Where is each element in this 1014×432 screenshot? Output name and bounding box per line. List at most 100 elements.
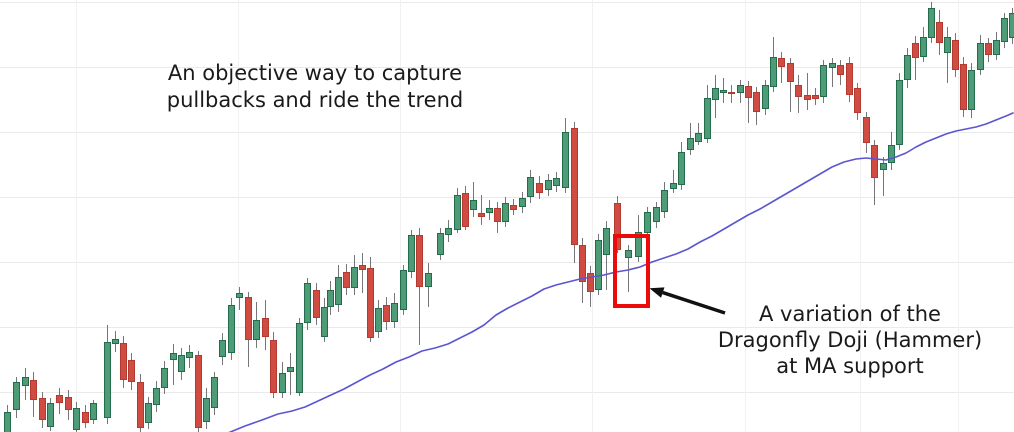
candle [544,180,552,190]
candle [89,403,97,420]
candle [535,183,543,193]
candle [578,245,586,282]
candle [951,40,959,70]
candle [727,92,735,94]
candle [295,323,303,393]
candle [320,307,328,337]
candle-wick [172,344,174,385]
candle [552,178,560,186]
candle-wick [780,52,782,83]
candle [1000,18,1008,42]
candle-wick [238,287,240,310]
candle [382,305,390,322]
candle [210,377,218,408]
candle [643,212,651,233]
candle [777,58,785,67]
candle [836,65,844,75]
candle [711,88,719,100]
candle [736,85,744,93]
top-annotation-line-1: An objective way to capture [167,61,463,85]
candle [769,57,777,87]
candle [744,86,752,98]
candle [469,200,477,210]
candle [72,408,80,430]
candle [399,270,407,310]
candle [477,213,485,217]
callout-line-3: at MA support [776,354,924,378]
candle-wick [806,73,808,110]
grid-horizontal-line [0,2,1014,3]
candle [919,37,927,57]
candle [46,403,54,427]
candle-wick [914,36,916,80]
candle-wick [480,195,482,225]
candle-wick [289,353,291,395]
candle [358,265,366,270]
candle [660,190,668,212]
grid-horizontal-line [0,67,1014,68]
candle [819,65,827,97]
candle [703,98,711,139]
candle-wick [730,85,732,103]
candle [694,133,702,142]
candle [984,43,992,55]
candle [669,183,677,189]
candle [21,377,29,386]
candle [509,205,517,210]
callout-line-1: A variation of the [759,302,941,326]
candle [278,373,286,393]
candle [424,273,432,287]
candle-wick [361,253,363,293]
candle [895,80,903,145]
candle [652,207,660,222]
callout-line-2: Dragonfly Doji (Hammer) [717,328,983,352]
candle [436,233,444,255]
candle [794,85,802,97]
candle [870,145,878,178]
candle [935,22,943,43]
candle [252,320,260,340]
candle [862,117,870,143]
grid-horizontal-line [0,197,1014,198]
candle [828,63,836,68]
arrow-head-icon [649,287,665,298]
candle [415,235,423,287]
candle [959,64,967,110]
top-annotation: An objective way to capture pullbacks an… [130,60,500,114]
candle [303,283,311,323]
candle [152,388,160,405]
candle [992,40,1000,55]
candle [453,195,461,230]
candle [144,403,152,423]
candle [493,208,501,222]
top-annotation-line-2: pullbacks and ride the trend [166,88,464,112]
candle [218,340,226,357]
candle [485,208,493,213]
candle [518,198,526,207]
candle [55,395,63,403]
candle [444,228,452,235]
candle [119,343,127,380]
candle [244,297,252,340]
callout-annotation: A variation of the Dragonfly Doji (Hamme… [700,301,1000,379]
candle [127,360,135,382]
candle [227,305,235,353]
candle [761,85,769,109]
candle [602,228,610,255]
candle [160,368,168,388]
candle [879,163,887,170]
candle [326,290,334,307]
candle [461,193,469,227]
candle [38,398,46,420]
candle [586,273,594,292]
candle [390,303,398,322]
candle [803,95,811,100]
candle [561,132,569,188]
candle [3,412,11,432]
candle [342,272,350,288]
candle [677,152,685,185]
candle [169,353,177,360]
candle [845,63,853,95]
highlight-box [613,234,650,308]
